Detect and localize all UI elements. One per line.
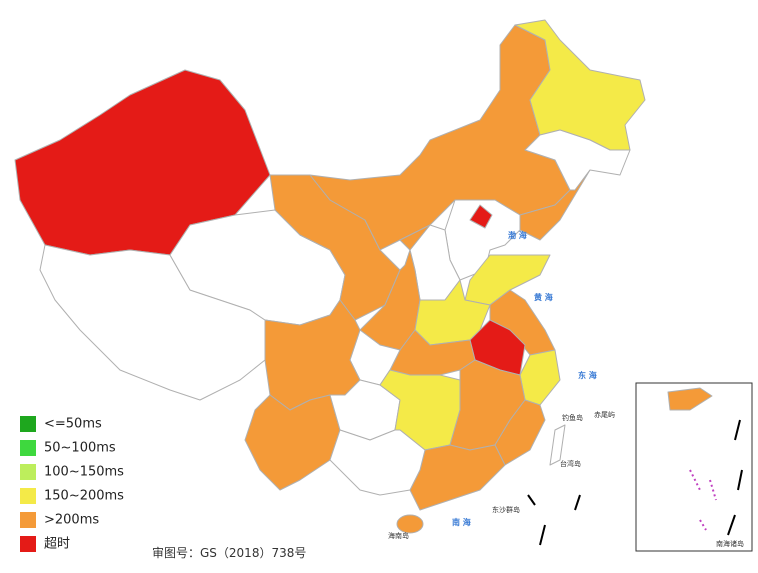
footer: 审图号：GS（2018）738号	[152, 545, 306, 560]
place-label: 东沙群岛	[492, 505, 520, 514]
legend-swatch	[20, 488, 36, 504]
place-label: 赤尾屿	[594, 410, 615, 419]
inset-frame	[635, 382, 753, 552]
place-label: 钓鱼岛	[562, 413, 583, 422]
legend-swatch	[20, 440, 36, 456]
place-label: 台湾岛	[560, 459, 581, 468]
region	[396, 514, 424, 534]
place-label: 南海诸岛	[716, 539, 744, 548]
region	[519, 349, 561, 406]
legend-label: 150~200ms	[44, 489, 124, 504]
region	[549, 424, 566, 466]
place-label: 渤 海	[508, 230, 527, 240]
region	[39, 244, 266, 401]
legend-label: >200ms	[44, 513, 99, 528]
legend-label: 100~150ms	[44, 465, 124, 480]
region	[494, 399, 546, 466]
legend-swatch	[20, 536, 36, 552]
legend: <=50ms 50~100ms 100~150ms 150~200ms >200ms 超时	[20, 416, 124, 552]
legend-label: 超时	[44, 537, 70, 552]
legend-label: <=50ms	[44, 417, 102, 432]
inset	[635, 382, 753, 552]
legend-swatch	[20, 464, 36, 480]
region	[524, 129, 631, 191]
region	[469, 204, 493, 229]
boundary-dash	[527, 494, 581, 546]
region	[244, 394, 341, 491]
boundary-dash	[727, 419, 743, 536]
place-label: 海南岛	[388, 531, 409, 540]
place-label: 南 海	[452, 517, 471, 527]
legend-swatch	[20, 416, 36, 432]
region	[329, 429, 426, 496]
place-label: 黄 海	[534, 292, 553, 302]
region	[667, 387, 713, 411]
province-layer	[14, 19, 646, 534]
place-label: 东 海	[578, 370, 597, 380]
islands	[689, 469, 717, 531]
legend-label: 50~100ms	[44, 441, 116, 456]
legend-swatch	[20, 512, 36, 528]
